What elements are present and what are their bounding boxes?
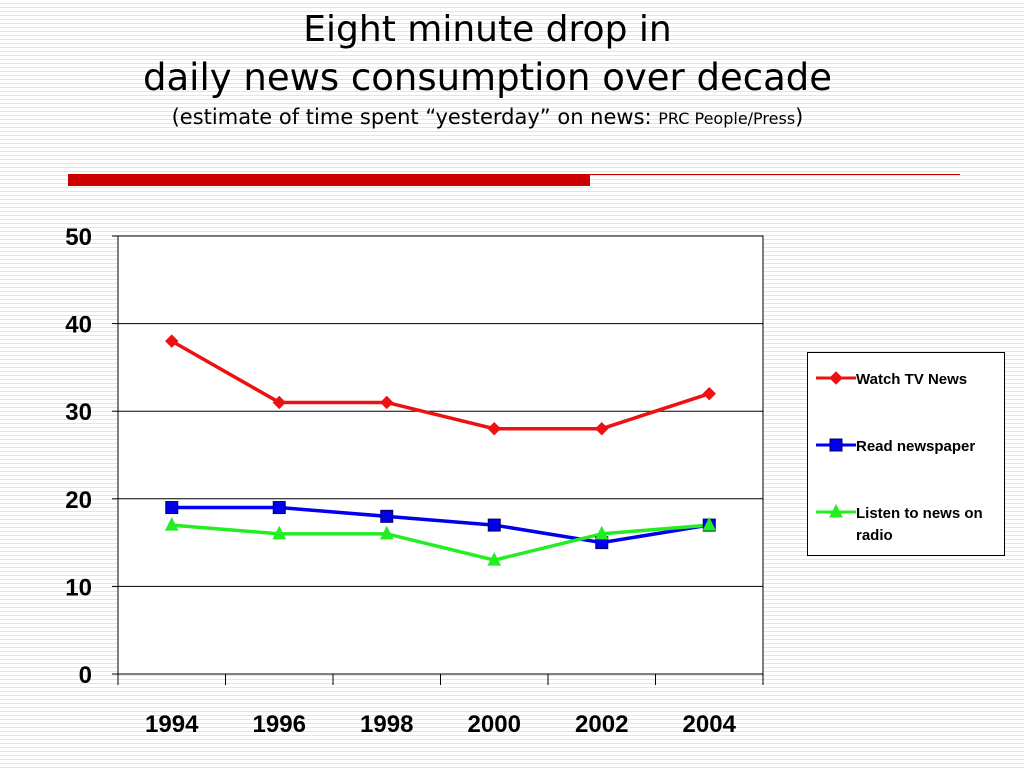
series-line-tv <box>170 339 710 431</box>
subtitle-source: PRC People/Press <box>658 109 796 128</box>
y-tick-label: 40 <box>65 312 92 339</box>
slide-title: Eight minute drop in daily news consumpt… <box>0 6 975 134</box>
chart-legend: Watch TV News Read newspaper Listen to n… <box>807 352 1005 556</box>
data-point-radio <box>487 552 502 566</box>
legend-label-tv: Watch TV News <box>856 371 968 388</box>
series-line-radio <box>171 523 710 562</box>
legend-swatch-tv <box>816 371 856 385</box>
legend-swatch-radio <box>816 503 856 518</box>
y-tick-label: 0 <box>79 662 92 689</box>
x-tick-label: 2004 <box>683 711 737 738</box>
data-point-tv <box>487 422 501 436</box>
data-point-radio <box>594 525 609 540</box>
x-tick-label: 2002 <box>575 711 628 738</box>
title-line-2: daily news consumption over decade <box>143 56 832 99</box>
series-line-newspaper <box>171 505 710 545</box>
y-tick-label: 30 <box>65 399 92 426</box>
data-point-newspaper <box>487 518 501 532</box>
data-point-tv <box>380 395 394 410</box>
data-point-tv <box>272 395 286 410</box>
legend-marker <box>829 371 843 385</box>
data-point-radio <box>164 516 179 531</box>
x-tick-label: 1998 <box>360 711 413 738</box>
y-tick-label: 50 <box>65 224 92 251</box>
legend-label-radio: Listen to news on radio <box>856 505 983 544</box>
accent-rule <box>590 174 960 175</box>
plot-area <box>117 235 764 675</box>
data-point-tv <box>595 422 609 436</box>
legend-swatch-newspaper <box>816 438 856 452</box>
subtitle: (estimate of time spent “yesterday” on n… <box>0 102 975 134</box>
data-point-newspaper <box>380 509 394 523</box>
legend-marker <box>829 503 843 518</box>
x-tick-label: 1994 <box>145 711 199 738</box>
y-tick-label: 20 <box>65 487 92 514</box>
x-tick-label: 2000 <box>468 711 521 738</box>
data-point-radio <box>702 516 717 531</box>
data-point-newspaper <box>165 501 179 515</box>
title-line-1: Eight minute drop in <box>303 9 672 50</box>
y-tick-label: 10 <box>65 574 92 601</box>
legend-marker <box>829 438 843 452</box>
legend-label-newspaper: Read newspaper <box>856 438 976 455</box>
data-point-newspaper <box>272 501 286 515</box>
subtitle-text: (estimate of time spent “yesterday” on n… <box>171 105 659 129</box>
data-point-tv <box>702 386 716 401</box>
subtitle-close: ) <box>795 105 804 129</box>
x-tick-label: 1996 <box>253 711 306 738</box>
data-point-radio <box>379 525 394 540</box>
data-point-tv <box>165 334 179 348</box>
accent-bar <box>68 174 590 186</box>
data-point-radio <box>272 525 287 540</box>
